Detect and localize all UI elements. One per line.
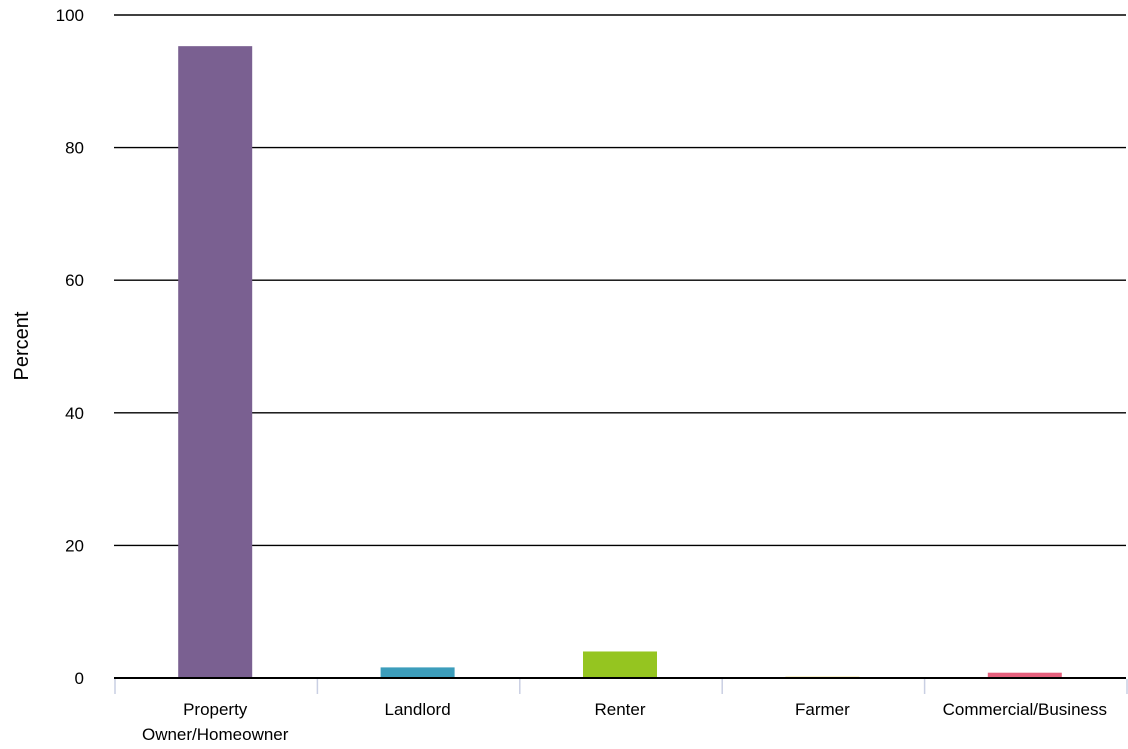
bar <box>583 651 657 678</box>
x-category-label: Property Owner/Homeowner <box>142 700 289 744</box>
x-axis <box>114 677 1128 694</box>
bars <box>178 46 1062 678</box>
x-category-label: Renter <box>594 700 645 719</box>
y-axis-title: Percent <box>11 311 33 380</box>
bar <box>380 667 455 678</box>
x-category-label: Farmer <box>795 700 850 719</box>
x-category-label: Commercial/Business <box>943 700 1107 719</box>
y-tick-label: 60 <box>65 271 84 290</box>
y-tick-label: 0 <box>75 669 84 688</box>
x-axis-category-labels: Property Owner/Homeowner Landlord Renter Far… <box>142 700 1107 744</box>
gridlines <box>114 14 1126 547</box>
y-tick-label: 40 <box>65 404 84 423</box>
y-axis-ticks: 0 20 40 60 80 100 <box>56 6 84 688</box>
x-category-label: Landlord <box>385 700 451 719</box>
y-tick-label: 20 <box>65 536 84 555</box>
bar <box>178 46 253 678</box>
y-tick-label: 80 <box>65 139 84 158</box>
bar <box>987 672 1062 678</box>
y-tick-label: 100 <box>56 6 84 25</box>
